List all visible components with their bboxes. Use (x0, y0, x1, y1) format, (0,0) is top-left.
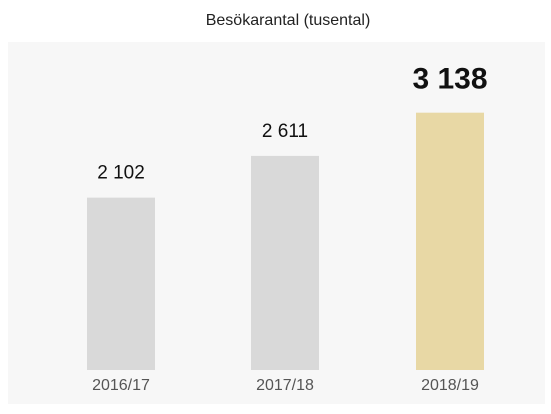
data-label: 2 611 (262, 121, 308, 142)
data-label: 2 102 (97, 163, 145, 184)
x-tick-label: 2017/18 (256, 377, 314, 394)
bar (416, 112, 484, 371)
x-tick-label: 2018/19 (421, 377, 479, 394)
data-label: 3 138 (412, 63, 487, 96)
chart-title: Besökarantal (tusental) (206, 12, 371, 29)
x-tick-label: 2016/17 (92, 377, 150, 394)
bar (251, 155, 319, 370)
bar (87, 197, 155, 370)
